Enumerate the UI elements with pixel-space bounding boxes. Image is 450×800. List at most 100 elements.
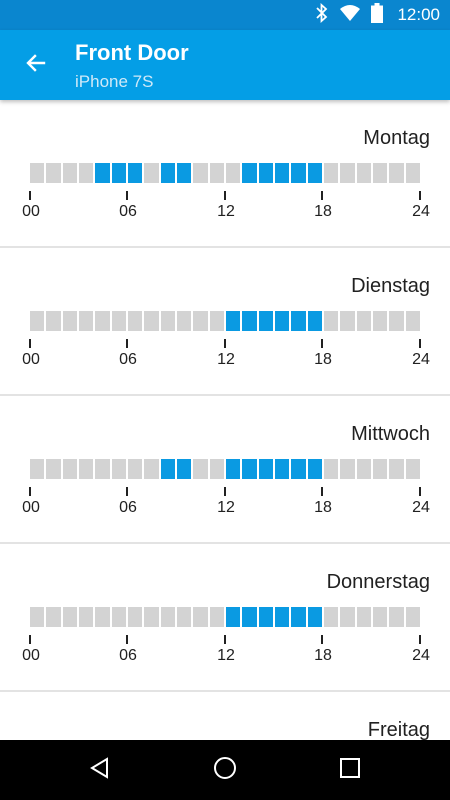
hour-slot-active[interactable]	[225, 459, 241, 479]
hour-slot-inactive[interactable]	[340, 459, 355, 479]
hour-slot-inactive[interactable]	[209, 459, 224, 479]
day-schedule-card[interactable]: Dienstag 00 06 12 18 24	[0, 248, 450, 396]
hour-slot-inactive[interactable]	[111, 607, 126, 627]
hour-slot-inactive[interactable]	[323, 311, 339, 331]
hour-slot-inactive[interactable]	[372, 607, 388, 627]
hour-slot-active[interactable]	[160, 163, 175, 183]
nav-back-button[interactable]	[80, 750, 120, 790]
hour-slot-inactive[interactable]	[78, 311, 94, 331]
hour-slot-inactive[interactable]	[405, 163, 420, 183]
hour-slot-active[interactable]	[242, 459, 257, 479]
hour-slot-active[interactable]	[225, 311, 241, 331]
hour-slot-active[interactable]	[307, 311, 322, 331]
hour-slot-active[interactable]	[176, 163, 192, 183]
nav-recents-button[interactable]	[330, 750, 370, 790]
hour-slot-inactive[interactable]	[340, 311, 355, 331]
day-schedule-card[interactable]: Montag 00 06 12 18 24	[0, 100, 450, 248]
hour-slot-active[interactable]	[111, 163, 126, 183]
hour-slot-inactive[interactable]	[372, 459, 388, 479]
hour-slot-inactive[interactable]	[78, 163, 94, 183]
hour-slot-inactive[interactable]	[405, 459, 420, 479]
hour-slot-inactive[interactable]	[389, 311, 404, 331]
hour-slot-inactive[interactable]	[30, 163, 45, 183]
hour-slot-inactive[interactable]	[323, 607, 339, 627]
hour-slot-inactive[interactable]	[405, 607, 420, 627]
hour-slot-active[interactable]	[291, 459, 306, 479]
nav-home-button[interactable]	[205, 750, 245, 790]
hour-slot-inactive[interactable]	[389, 607, 404, 627]
hour-slot-inactive[interactable]	[193, 311, 208, 331]
hour-slot-inactive[interactable]	[144, 459, 159, 479]
hour-slot-inactive[interactable]	[62, 459, 77, 479]
hour-slot-inactive[interactable]	[127, 459, 143, 479]
hour-slot-inactive[interactable]	[46, 163, 61, 183]
hour-slot-active[interactable]	[307, 459, 322, 479]
hour-slot-inactive[interactable]	[356, 163, 371, 183]
hour-slot-active[interactable]	[291, 163, 306, 183]
hour-slot-active[interactable]	[242, 607, 257, 627]
hour-slot-inactive[interactable]	[46, 311, 61, 331]
hour-slot-inactive[interactable]	[160, 311, 175, 331]
hour-slot-inactive[interactable]	[193, 163, 208, 183]
hour-slot-inactive[interactable]	[46, 459, 61, 479]
hour-slot-active[interactable]	[242, 163, 257, 183]
hour-slot-inactive[interactable]	[225, 163, 241, 183]
hour-slot-inactive[interactable]	[78, 459, 94, 479]
back-button[interactable]	[14, 43, 58, 87]
hour-slot-inactive[interactable]	[62, 607, 77, 627]
hour-slot-active[interactable]	[225, 607, 241, 627]
hour-slot-active[interactable]	[291, 607, 306, 627]
hour-slot-inactive[interactable]	[62, 163, 77, 183]
hour-slot-active[interactable]	[291, 311, 306, 331]
hour-slot-inactive[interactable]	[389, 459, 404, 479]
hour-slot-inactive[interactable]	[95, 311, 110, 331]
hour-slot-inactive[interactable]	[193, 607, 208, 627]
hour-slot-active[interactable]	[95, 163, 110, 183]
hour-slot-active[interactable]	[274, 607, 290, 627]
hour-slot-active[interactable]	[307, 607, 322, 627]
hour-slot-inactive[interactable]	[356, 311, 371, 331]
hour-slot-inactive[interactable]	[30, 311, 45, 331]
hour-slot-inactive[interactable]	[209, 163, 224, 183]
day-schedule-card[interactable]: Freitag0006121824	[0, 692, 450, 740]
hour-slot-inactive[interactable]	[111, 459, 126, 479]
hour-slot-inactive[interactable]	[323, 163, 339, 183]
hour-slot-inactive[interactable]	[176, 607, 192, 627]
hour-slot-inactive[interactable]	[127, 607, 143, 627]
hour-slot-inactive[interactable]	[389, 163, 404, 183]
hour-slot-inactive[interactable]	[95, 459, 110, 479]
hour-slot-inactive[interactable]	[372, 311, 388, 331]
hour-slot-inactive[interactable]	[160, 607, 175, 627]
hour-slot-active[interactable]	[258, 163, 273, 183]
hour-slot-inactive[interactable]	[193, 459, 208, 479]
hour-slot-inactive[interactable]	[176, 311, 192, 331]
hour-slot-active[interactable]	[160, 459, 175, 479]
hour-slot-inactive[interactable]	[30, 459, 45, 479]
hour-slot-active[interactable]	[274, 459, 290, 479]
day-schedule-card[interactable]: Donnerstag 00 06 12 18 24	[0, 544, 450, 692]
hour-slot-inactive[interactable]	[144, 607, 159, 627]
hour-slot-inactive[interactable]	[111, 311, 126, 331]
day-schedule-card[interactable]: Mittwoch 00 06 12 18 24	[0, 396, 450, 544]
hour-slot-inactive[interactable]	[95, 607, 110, 627]
hour-slot-inactive[interactable]	[372, 163, 388, 183]
hour-slot-inactive[interactable]	[356, 459, 371, 479]
hour-slot-inactive[interactable]	[209, 311, 224, 331]
hour-slot-active[interactable]	[274, 163, 290, 183]
hour-slot-active[interactable]	[274, 311, 290, 331]
hour-slot-inactive[interactable]	[356, 607, 371, 627]
hour-slot-inactive[interactable]	[46, 607, 61, 627]
hour-slot-active[interactable]	[176, 459, 192, 479]
hour-slot-inactive[interactable]	[323, 459, 339, 479]
hour-slot-active[interactable]	[242, 311, 257, 331]
hour-slot-inactive[interactable]	[340, 607, 355, 627]
hour-slot-inactive[interactable]	[62, 311, 77, 331]
hour-slot-inactive[interactable]	[30, 607, 45, 627]
hour-slot-active[interactable]	[258, 311, 273, 331]
hour-slot-active[interactable]	[307, 163, 322, 183]
hour-slot-inactive[interactable]	[405, 311, 420, 331]
hour-slot-active[interactable]	[127, 163, 143, 183]
hour-slot-inactive[interactable]	[340, 163, 355, 183]
hour-slot-inactive[interactable]	[127, 311, 143, 331]
hour-slot-inactive[interactable]	[78, 607, 94, 627]
